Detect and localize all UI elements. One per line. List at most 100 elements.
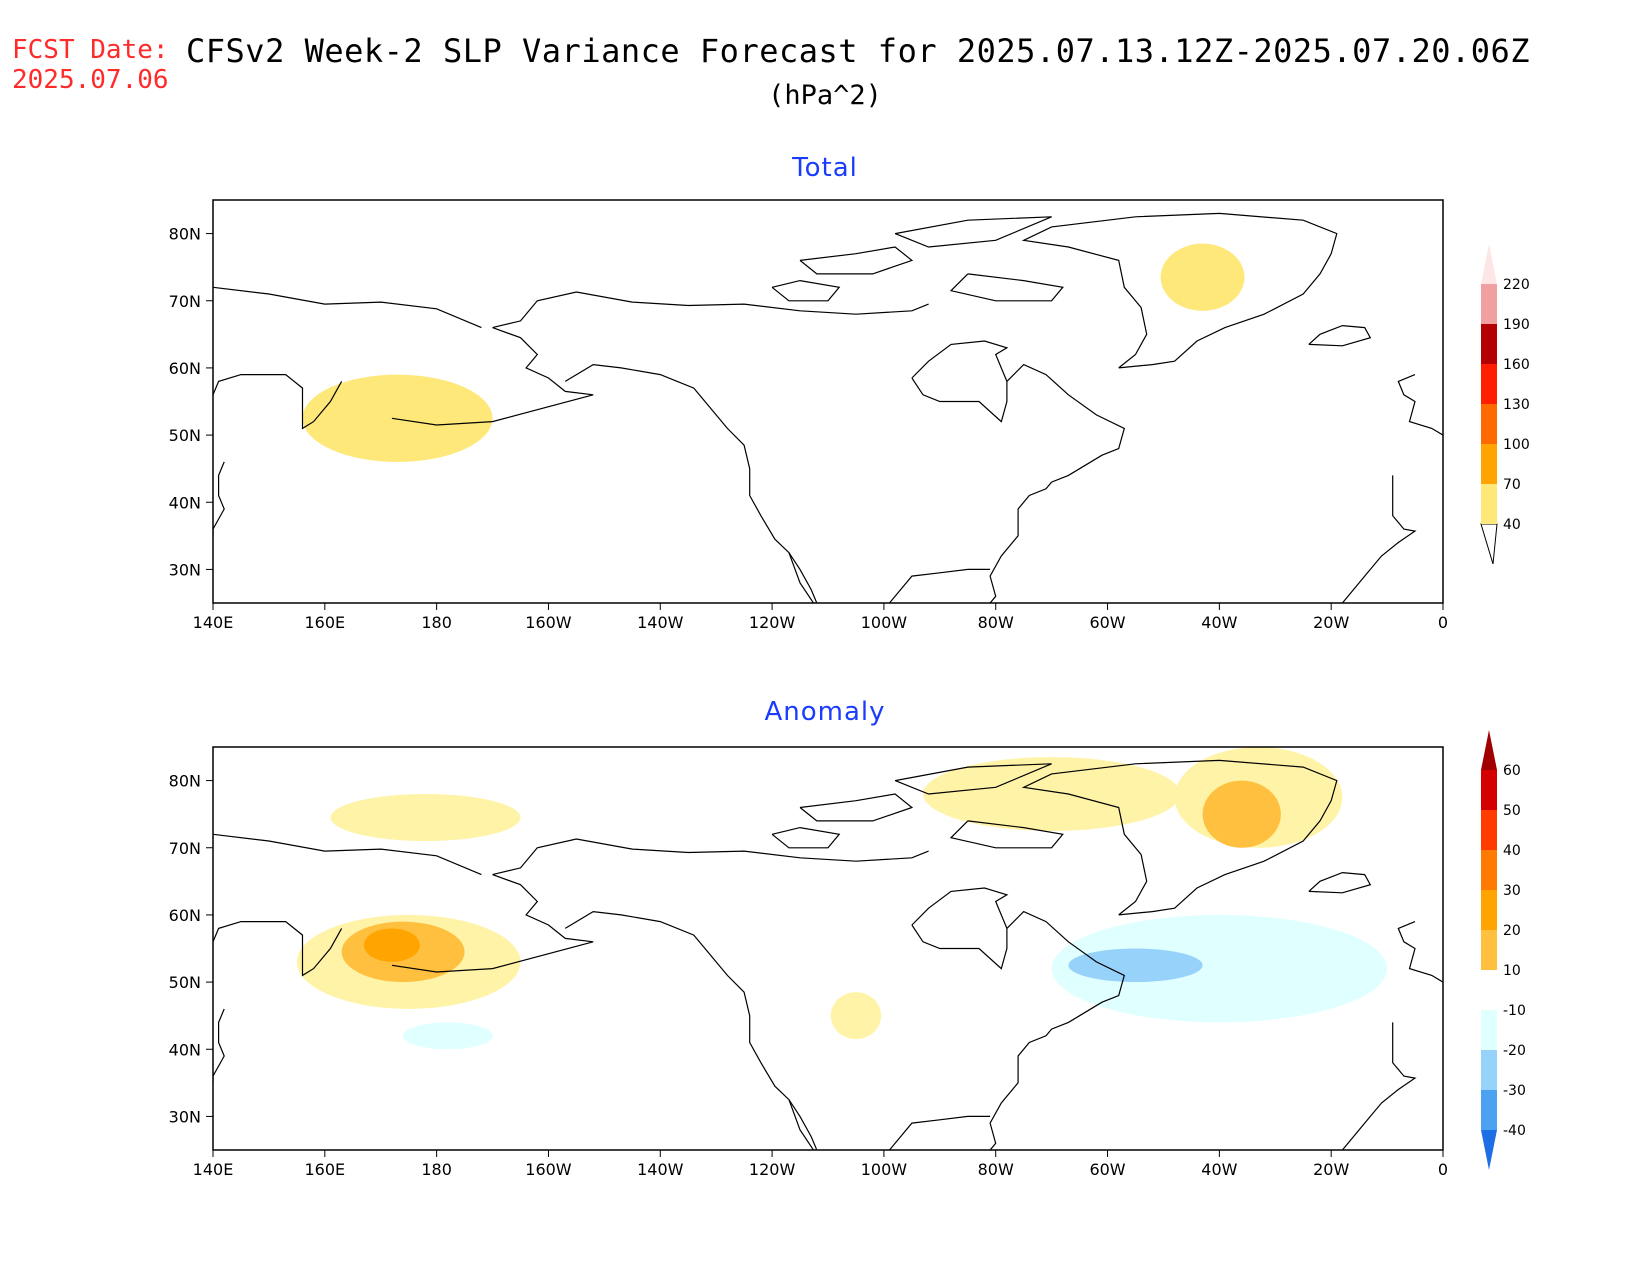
- lat-label-80N: 80N: [169, 225, 201, 244]
- colorbar-box-2: [1481, 404, 1497, 444]
- coastline-14: [799, 793, 914, 822]
- map-frame: [212, 199, 1444, 604]
- colorbar-label: 130: [1503, 397, 1530, 413]
- lon-label-160W: 160W: [525, 1160, 572, 1179]
- coastline-6: [889, 1115, 991, 1150]
- coastline-8: [1308, 871, 1372, 894]
- lon-label-40W: 40W: [1201, 1160, 1237, 1179]
- figure-title: CFSv2 Week-2 SLP Variance Forecast for 2…: [186, 32, 1531, 70]
- coastline-2: [564, 363, 818, 603]
- lon-label-80W: 80W: [978, 613, 1014, 632]
- colorbar-label: 100: [1503, 437, 1530, 453]
- coastline-11: [213, 833, 482, 876]
- coastline-6: [889, 568, 991, 603]
- colorbar-label: -10: [1503, 1003, 1526, 1019]
- coastline-2: [564, 910, 818, 1150]
- coastline-9: [1397, 921, 1443, 983]
- colorbar-label: 30: [1503, 883, 1521, 899]
- lat-label-30N: 30N: [169, 560, 201, 579]
- fcst-date-label: FCST Date:: [12, 35, 169, 65]
- lon-label-140E: 140E: [193, 1160, 234, 1179]
- lon-label-160E: 160E: [304, 613, 345, 632]
- colorbar-box-1: [1481, 444, 1497, 484]
- colorbar-box-5: [1481, 284, 1497, 324]
- lon-label-140W: 140W: [637, 613, 684, 632]
- coastline-17: [771, 826, 841, 849]
- colorbar-label: 220: [1503, 277, 1530, 293]
- coastline-13: [213, 1008, 225, 1083]
- lon-label-180: 180: [421, 1160, 452, 1179]
- shaded-region-0: [302, 374, 493, 462]
- coastline-0: [492, 838, 929, 876]
- anomaly-map: 80N 70N 60N 50N 40N 30N 140E 160E 180 160W 140W 120…: [169, 746, 1448, 1179]
- colorbar-lower-arrow: [1481, 1130, 1497, 1170]
- shaded-region-8: [403, 1022, 493, 1050]
- colorbar-label: 50: [1503, 803, 1521, 819]
- lon-label-20W: 20W: [1313, 613, 1349, 632]
- lon-label-120W: 120W: [749, 1160, 796, 1179]
- colorbar-upper-arrow: [1481, 730, 1497, 770]
- coastline-7: [1021, 759, 1338, 916]
- coastline-3: [788, 552, 815, 603]
- colorbar-neg-box-2: [1481, 1090, 1497, 1130]
- colorbar-label: 60: [1503, 763, 1521, 779]
- lat-label-50N: 50N: [169, 973, 201, 992]
- coastline-5: [989, 363, 1126, 603]
- lon-label-40W: 40W: [1201, 613, 1237, 632]
- colorbar-pos-box-1: [1481, 810, 1497, 850]
- coastline-16: [949, 820, 1064, 849]
- shaded-region-6: [1202, 780, 1281, 848]
- colorbar-neg-box-1: [1481, 1050, 1497, 1090]
- colorbar-label: 40: [1503, 517, 1521, 533]
- colorbar-upper-end: [1481, 244, 1497, 284]
- lon-label-180: 180: [421, 613, 452, 632]
- coastline-1: [391, 874, 594, 973]
- lat-label-70N: 70N: [169, 292, 201, 311]
- panel-title-total: Total: [792, 153, 858, 183]
- lat-label-60N: 60N: [169, 906, 201, 925]
- colorbar-label: -40: [1503, 1123, 1526, 1139]
- lon-label-0: 0: [1438, 613, 1448, 632]
- lat-label-60N: 60N: [169, 359, 201, 378]
- coastline-10: [1341, 1022, 1417, 1150]
- colorbar-label: 20: [1503, 923, 1521, 939]
- panel-title-anomaly: Anomaly: [764, 697, 886, 727]
- lon-label-100W: 100W: [861, 613, 908, 632]
- lon-label-140E: 140E: [193, 613, 234, 632]
- shaded-region-1: [1160, 243, 1245, 311]
- colorbar-label: 70: [1503, 477, 1521, 493]
- colorbar-label: -30: [1503, 1083, 1526, 1099]
- coastline-5: [989, 910, 1126, 1150]
- coastline-16: [949, 273, 1064, 302]
- coastline-4: [911, 340, 1009, 423]
- coastline-15: [894, 763, 1052, 795]
- shaded-region-10: [1068, 948, 1203, 983]
- lat-label-70N: 70N: [169, 839, 201, 858]
- coastline-12: [213, 374, 343, 430]
- coastline-4: [911, 887, 1009, 970]
- colorbar-label: 40: [1503, 843, 1521, 859]
- coastline-13: [213, 461, 225, 536]
- total-map: 80N 70N 60N 50N 40N 30N 140E 160E 180 160W 140W 120…: [169, 199, 1448, 632]
- lon-label-120W: 120W: [749, 613, 796, 632]
- coastline-0: [492, 291, 929, 329]
- shaded-region-9: [1051, 914, 1388, 1023]
- colorbar-box-4: [1481, 324, 1497, 364]
- lon-label-160E: 160E: [304, 1160, 345, 1179]
- lat-label-40N: 40N: [169, 493, 201, 512]
- lat-label-30N: 30N: [169, 1107, 201, 1126]
- colorbar-lower-end: [1480, 523, 1498, 565]
- anomaly-colorbar: 60 50 40 30 20 10 -10 -20 -30 -40: [1481, 730, 1526, 1170]
- coastline-15: [894, 216, 1052, 248]
- coastline-10: [1341, 475, 1417, 603]
- lon-label-60W: 60W: [1089, 1160, 1125, 1179]
- shaded-region-2: [363, 928, 420, 962]
- total-colorbar: 40 70 100 130 160 190 220: [1480, 244, 1530, 565]
- shaded-region-4: [923, 757, 1181, 831]
- colorbar-box-3: [1481, 364, 1497, 404]
- lon-label-0: 0: [1438, 1160, 1448, 1179]
- coastline-1: [391, 327, 594, 426]
- colorbar-pos-box-4: [1481, 930, 1497, 970]
